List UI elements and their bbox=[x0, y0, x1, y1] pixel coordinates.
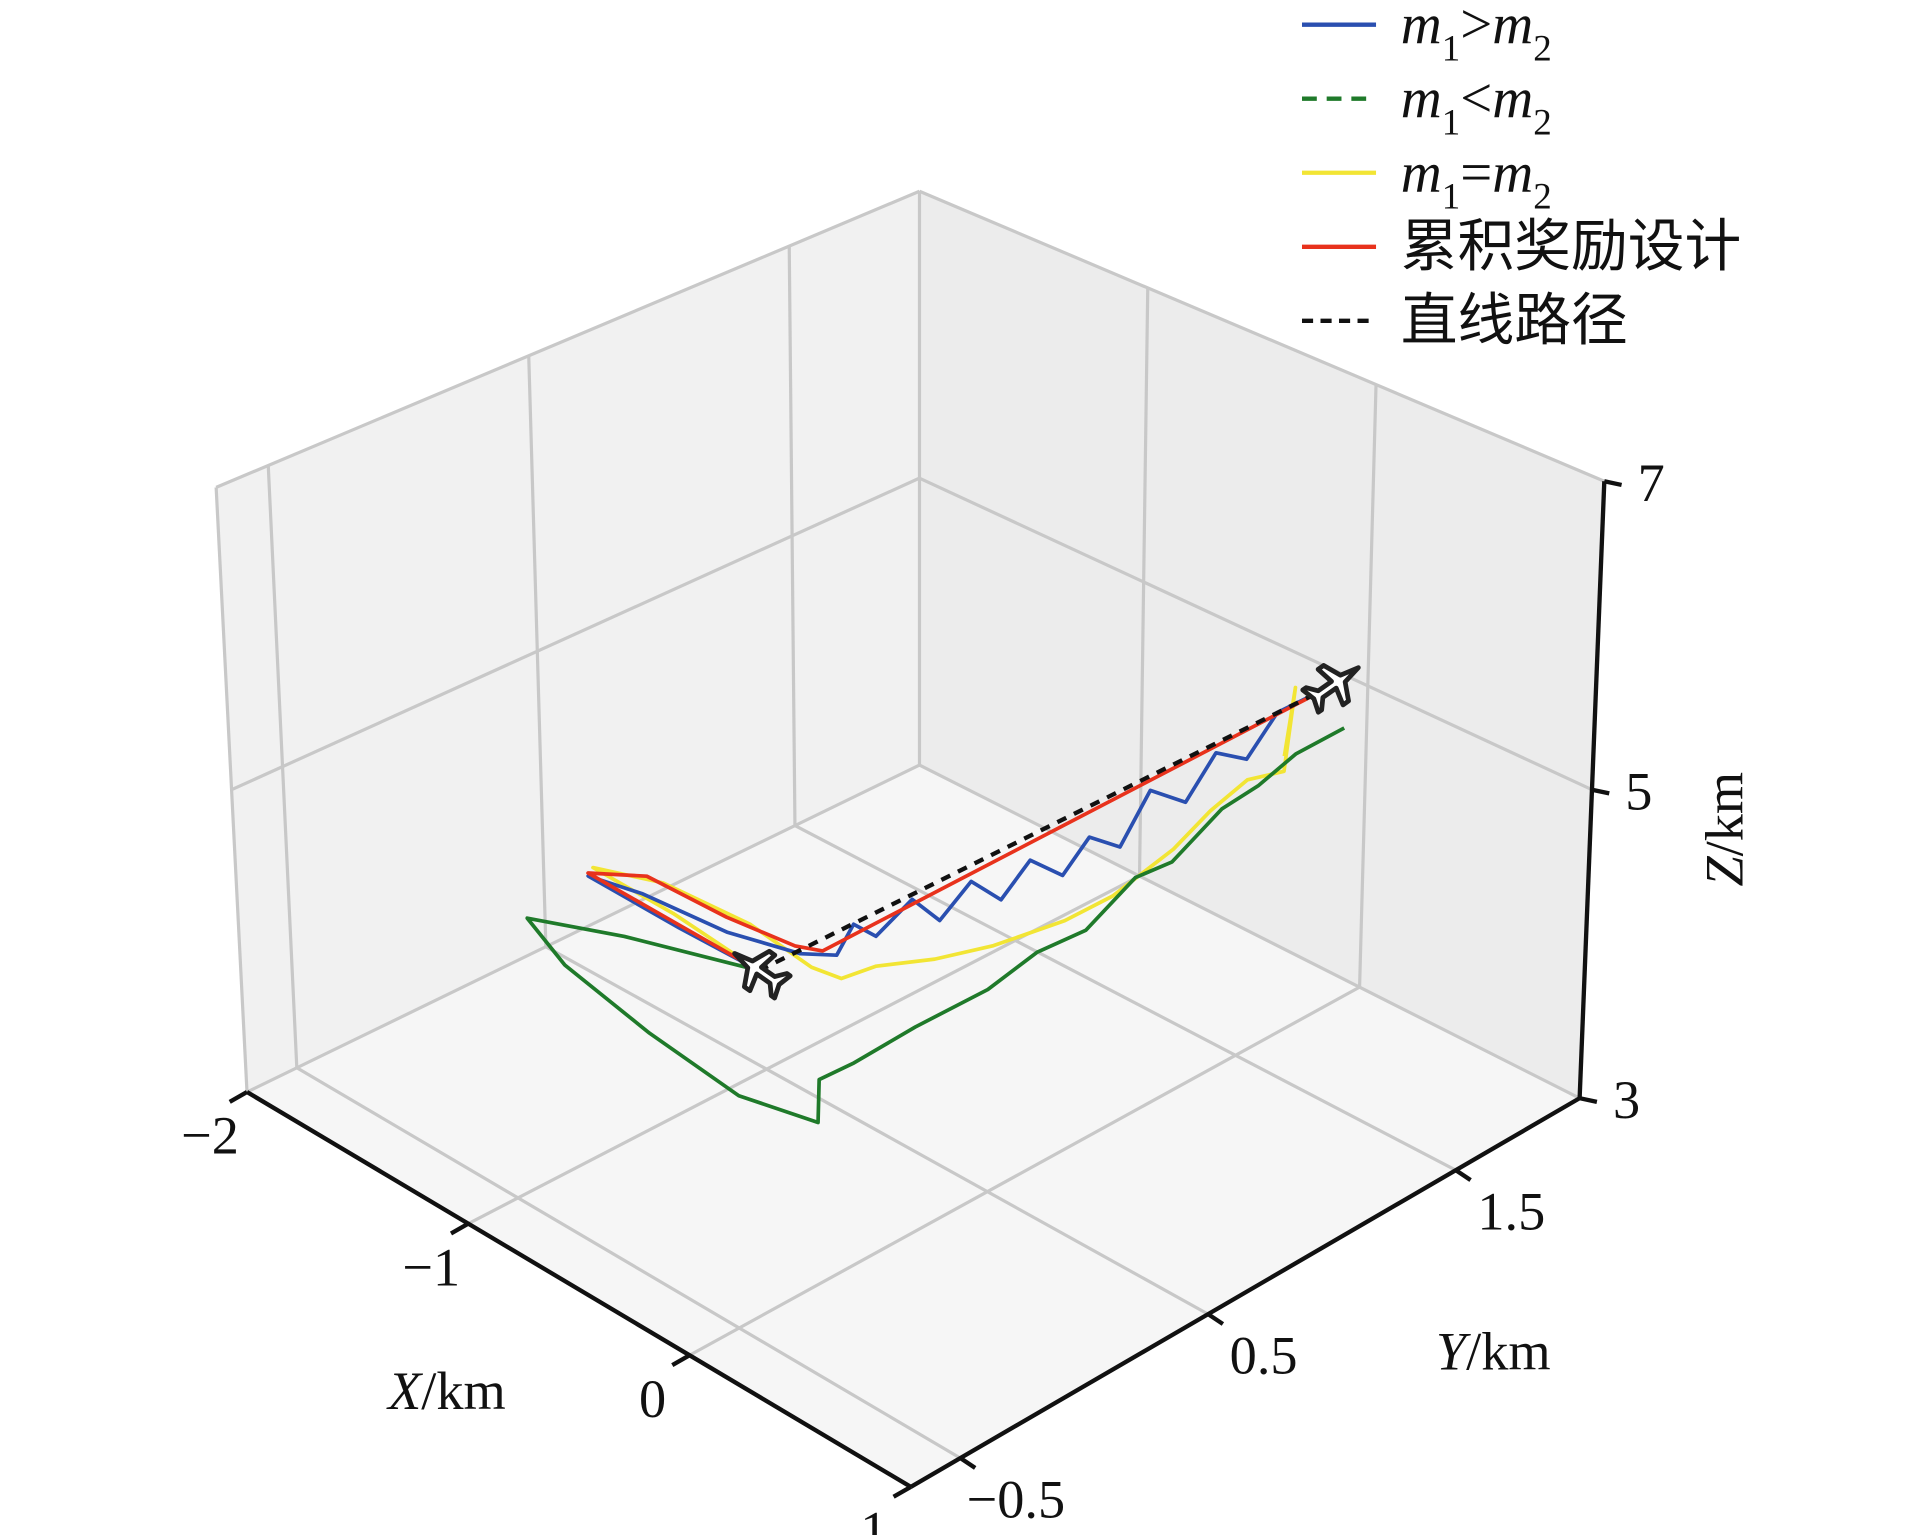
legend-label-part: 1 bbox=[1442, 102, 1460, 143]
z-axis-label: Z/km bbox=[1695, 772, 1755, 887]
legend-label-part: = bbox=[1460, 141, 1492, 204]
y-tick-mark bbox=[1454, 1168, 1472, 1182]
aircraft-icon bbox=[732, 948, 793, 1001]
series-line-1 bbox=[525, 726, 1346, 1125]
y-tick-mark bbox=[1206, 1312, 1225, 1326]
x-tick-label: 1 bbox=[860, 1501, 887, 1535]
legend-label: 直线路径 bbox=[1401, 289, 1628, 352]
legend-label-part: m bbox=[1492, 141, 1533, 204]
z-tick-label: 3 bbox=[1613, 1070, 1640, 1130]
x-tick-label: −1 bbox=[402, 1237, 460, 1297]
legend-label-part: > bbox=[1460, 0, 1492, 56]
x-axis-line bbox=[245, 1090, 912, 1489]
legend-label-part: < bbox=[1460, 67, 1492, 130]
x-tick-mark bbox=[228, 1090, 249, 1104]
y-axis-label: Y/km bbox=[1436, 1322, 1551, 1382]
axes-lines bbox=[228, 479, 1623, 1499]
legend-label-part: m bbox=[1401, 141, 1442, 204]
legend-label: m1>m2 bbox=[1401, 0, 1552, 69]
legend-label-part: 2 bbox=[1533, 102, 1552, 143]
grid-line-x bbox=[688, 985, 1361, 1357]
legend-label-part: m bbox=[1492, 67, 1533, 130]
grid-line-y bbox=[545, 945, 1209, 1316]
axes-panes bbox=[216, 191, 1605, 1487]
legend-label-part: 2 bbox=[1533, 177, 1552, 218]
legend-label: 累积奖励设计 bbox=[1401, 215, 1742, 278]
z-tick-mark bbox=[1591, 787, 1610, 796]
end-aircraft-icon bbox=[1300, 663, 1361, 715]
z-tick-label: 7 bbox=[1638, 453, 1665, 513]
floor-pane bbox=[246, 765, 1580, 1487]
pane-edge bbox=[918, 189, 1605, 483]
grid-lines bbox=[214, 189, 1606, 1460]
x-tick-mark bbox=[449, 1221, 470, 1236]
aircraft-markers bbox=[732, 663, 1361, 1001]
series-line-0 bbox=[586, 683, 1335, 973]
grid-line-y bbox=[295, 1066, 962, 1460]
series-line-4 bbox=[758, 682, 1335, 973]
legend-label-part: m bbox=[1401, 0, 1442, 56]
y-tick-mark bbox=[959, 1456, 977, 1470]
aircraft-icon bbox=[1300, 663, 1361, 715]
z-tick-mark bbox=[1603, 479, 1623, 488]
legend-label: m1<m2 bbox=[1401, 67, 1552, 143]
x-tick-mark bbox=[671, 1353, 691, 1368]
x-tick-label: −2 bbox=[181, 1106, 239, 1166]
x-axis-label: X/km bbox=[386, 1361, 506, 1421]
left-pane bbox=[216, 191, 920, 1093]
legend-label-part: 1 bbox=[1442, 28, 1460, 69]
x-tick-mark bbox=[892, 1485, 912, 1499]
y-axis-line bbox=[909, 1096, 1581, 1489]
grid-line-y bbox=[794, 824, 1457, 1172]
right-pane bbox=[919, 191, 1605, 1099]
series-lines bbox=[525, 682, 1346, 1125]
legend-label-part: 2 bbox=[1533, 28, 1552, 69]
pane-edge bbox=[918, 763, 1581, 1100]
y-tick-label: 0.5 bbox=[1230, 1325, 1298, 1385]
y-tick-label: −0.5 bbox=[967, 1469, 1065, 1529]
z-tick-mark bbox=[1579, 1096, 1598, 1105]
tick-labels: −2 −1 0 1 −0.5 0.5 1.5 3 5 7 bbox=[181, 453, 1665, 1535]
z-tick-label: 5 bbox=[1625, 761, 1652, 821]
x-tick-label: 0 bbox=[639, 1369, 666, 1429]
grid-line-z bbox=[918, 476, 1593, 792]
series-line-3 bbox=[586, 683, 1335, 973]
legend-label-part: 1 bbox=[1442, 177, 1460, 218]
grid-line-z bbox=[230, 476, 921, 792]
start-aircraft-icon bbox=[732, 948, 793, 1001]
axis-labels: X/km Y/km Z/km bbox=[386, 772, 1754, 1421]
legend-label: m1=m2 bbox=[1401, 141, 1552, 217]
legend-label-part: m bbox=[1401, 67, 1442, 130]
y-tick-label: 1.5 bbox=[1477, 1181, 1545, 1241]
legend-label-part: m bbox=[1492, 0, 1533, 56]
pane-edge bbox=[215, 189, 921, 489]
